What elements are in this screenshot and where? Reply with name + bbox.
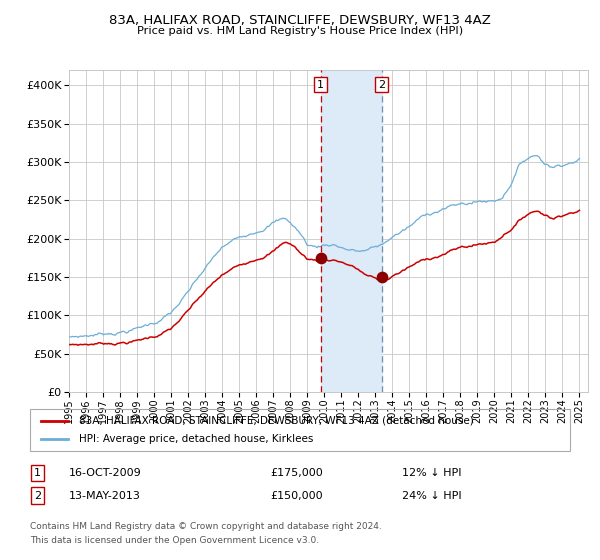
Text: 12% ↓ HPI: 12% ↓ HPI <box>402 468 461 478</box>
Text: 2: 2 <box>34 491 41 501</box>
Text: 1: 1 <box>34 468 41 478</box>
Text: This data is licensed under the Open Government Licence v3.0.: This data is licensed under the Open Gov… <box>30 536 319 545</box>
Point <box>377 273 386 282</box>
Text: HPI: Average price, detached house, Kirklees: HPI: Average price, detached house, Kirk… <box>79 434 313 444</box>
Text: 1: 1 <box>317 80 324 90</box>
Text: 13-MAY-2013: 13-MAY-2013 <box>69 491 141 501</box>
Text: 16-OCT-2009: 16-OCT-2009 <box>69 468 142 478</box>
Text: 2: 2 <box>378 80 385 90</box>
Text: Contains HM Land Registry data © Crown copyright and database right 2024.: Contains HM Land Registry data © Crown c… <box>30 522 382 531</box>
Text: £150,000: £150,000 <box>270 491 323 501</box>
Point <box>316 253 325 262</box>
Text: 24% ↓ HPI: 24% ↓ HPI <box>402 491 461 501</box>
Text: £175,000: £175,000 <box>270 468 323 478</box>
Text: 83A, HALIFAX ROAD, STAINCLIFFE, DEWSBURY, WF13 4AZ: 83A, HALIFAX ROAD, STAINCLIFFE, DEWSBURY… <box>109 14 491 27</box>
Text: 83A, HALIFAX ROAD, STAINCLIFFE, DEWSBURY, WF13 4AZ (detached house): 83A, HALIFAX ROAD, STAINCLIFFE, DEWSBURY… <box>79 416 473 426</box>
Text: Price paid vs. HM Land Registry's House Price Index (HPI): Price paid vs. HM Land Registry's House … <box>137 26 463 36</box>
Bar <box>320 70 382 392</box>
